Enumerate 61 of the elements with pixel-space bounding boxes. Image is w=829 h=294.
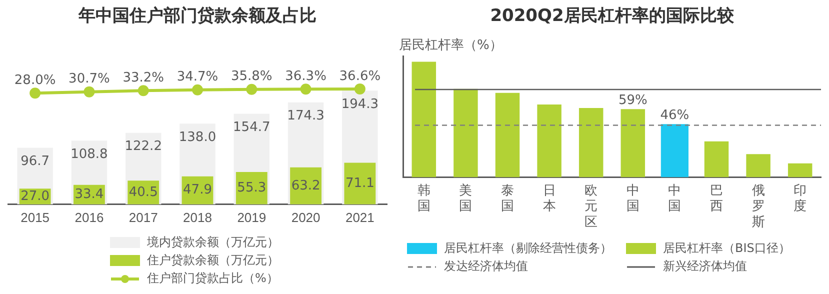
data-label: 36.3% (285, 68, 326, 84)
data-label: 108.8 (70, 147, 108, 162)
bar (704, 141, 729, 178)
bar (537, 104, 562, 178)
legend-label: 境内贷款余额（万亿元） (147, 234, 279, 251)
legend-label: 发达经济体均值 (444, 258, 528, 275)
legend-label: 住户贷款余额（万亿元） (147, 252, 279, 269)
x-tick-label: 2016 (74, 210, 104, 225)
data-label: 35.8% (230, 69, 272, 84)
bar (660, 124, 688, 178)
x-tick-label: 中国 (626, 182, 640, 214)
data-label: 33.4 (74, 186, 104, 202)
x-tick-label: 2015 (20, 210, 50, 225)
x-tick-label: 泰国 (501, 182, 514, 214)
legend-label: 居民杠杆率（BIS口径） (663, 240, 790, 257)
x-tick-label: 2018 (183, 210, 212, 225)
x-tick-label: 韩国 (417, 182, 430, 214)
x-tick-label: 巴西 (710, 182, 723, 214)
x-tick-label: 日本 (542, 182, 556, 214)
data-label: 154.7 (233, 120, 270, 136)
legend-label: 住户部门贷款占比（%） (147, 270, 278, 287)
data-label: 96.7 (20, 154, 50, 170)
bar (344, 162, 376, 204)
data-label: 55.3 (237, 180, 266, 196)
data-label: 138.0 (178, 130, 216, 145)
data-label: 28.0% (14, 73, 56, 88)
bar (746, 154, 770, 178)
data-label: 30.7% (68, 72, 110, 87)
x-tick-label: 欧元区 (584, 182, 598, 229)
x-tick-label: 2020 (291, 210, 320, 225)
data-label: 47.9 (183, 182, 212, 198)
x-tick-label: 2021 (345, 210, 374, 225)
y-axis-title: 居民杠杆率（%） (399, 37, 502, 54)
bar (412, 62, 436, 178)
bar (495, 92, 520, 178)
legend-label: 新兴经济体均值 (663, 258, 747, 275)
data-label: 34.7% (176, 70, 218, 85)
data-label: 63.2 (291, 178, 320, 194)
data-label: 71.1 (345, 176, 374, 191)
chart-title: 年中国住户部门贷款余额及占比 (77, 5, 318, 27)
data-label: 194.3 (341, 96, 379, 112)
data-label: 174.3 (287, 108, 324, 124)
data-label: 40.5 (128, 184, 158, 200)
x-tick-label: 2019 (237, 210, 266, 225)
x-tick-label: 印度 (794, 182, 807, 214)
x-tick-label: 2017 (128, 210, 158, 225)
x-tick-label: 中国 (668, 182, 682, 214)
data-label: 46% (660, 108, 690, 123)
data-label: 122.2 (124, 139, 162, 154)
x-tick-label: 美国 (459, 182, 472, 214)
bar (454, 88, 478, 178)
bar (788, 163, 812, 178)
data-label: 36.6% (339, 68, 381, 84)
legend-label: 居民杠杆率（剔除经营性债务） (444, 240, 612, 257)
bar (620, 109, 646, 178)
data-label: 59% (618, 92, 648, 108)
x-tick-label: 俄罗斯 (752, 182, 765, 229)
data-label: 33.2% (122, 70, 164, 86)
bar (578, 108, 604, 178)
data-label: 27.0 (20, 188, 50, 204)
chart-title: 2020Q2居民杠杆率的国际比较 (489, 5, 735, 27)
